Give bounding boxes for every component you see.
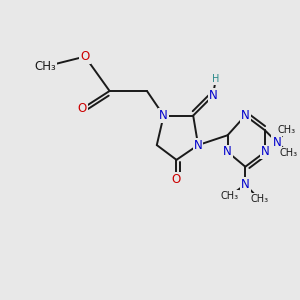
Text: H: H: [212, 74, 220, 84]
Text: N: N: [261, 146, 269, 158]
Text: CH₃: CH₃: [220, 191, 238, 201]
Text: N: N: [241, 178, 250, 191]
Text: N: N: [159, 109, 168, 122]
Text: CH₃: CH₃: [35, 60, 56, 73]
Text: O: O: [80, 50, 90, 63]
Text: CH₃: CH₃: [250, 194, 268, 204]
Text: N: N: [194, 139, 203, 152]
Text: O: O: [172, 173, 181, 186]
Text: N: N: [223, 146, 232, 158]
Text: N: N: [272, 136, 281, 148]
Text: N: N: [208, 89, 217, 102]
Text: CH₃: CH₃: [278, 125, 296, 135]
Text: CH₃: CH₃: [280, 148, 298, 158]
Text: O: O: [77, 102, 87, 115]
Text: N: N: [241, 109, 250, 122]
